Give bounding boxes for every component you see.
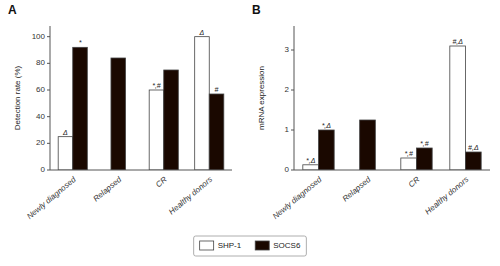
panel-title: A bbox=[8, 3, 17, 17]
bar bbox=[164, 70, 179, 170]
annotation: * bbox=[79, 39, 82, 46]
bar bbox=[195, 37, 210, 170]
annotation: *,Δ bbox=[322, 122, 332, 129]
y-axis bbox=[294, 26, 295, 170]
bar bbox=[360, 120, 376, 170]
annotation: # bbox=[215, 86, 219, 93]
annotation: *,# bbox=[420, 140, 429, 147]
bar bbox=[209, 94, 224, 170]
x-tick-label: Healthy donors bbox=[423, 175, 470, 216]
y-tick-label: 0 bbox=[285, 165, 290, 174]
y-tick-label: 3 bbox=[285, 45, 290, 54]
y-tick-label: 40 bbox=[36, 112, 45, 121]
y-tick-label: 0 bbox=[41, 165, 46, 174]
y-axis bbox=[50, 26, 51, 170]
annotation: Δ bbox=[62, 129, 68, 136]
y-tick-label: 80 bbox=[36, 58, 45, 67]
y-tick-label: 100 bbox=[32, 32, 46, 41]
x-tick-label: Newly diagnosed bbox=[271, 175, 324, 221]
annotation: *,# bbox=[404, 150, 413, 157]
bar bbox=[450, 46, 466, 170]
bar bbox=[149, 90, 164, 170]
annotation: *,# bbox=[152, 82, 161, 89]
panel: 0 1 2 3 *,Δ *,Δ *,# *,# #,Δ #,Δ Newly diagnosed Rel… bbox=[252, 3, 490, 221]
bar bbox=[319, 130, 335, 170]
bar bbox=[466, 152, 482, 170]
x-axis bbox=[294, 170, 490, 171]
legend-label: SHP-1 bbox=[218, 241, 242, 250]
legend-label: SOCS6 bbox=[273, 241, 301, 250]
annotation: *,Δ bbox=[306, 157, 316, 164]
panel-title: B bbox=[252, 3, 261, 17]
x-tick-label: CR bbox=[154, 175, 169, 189]
x-axis bbox=[50, 170, 232, 171]
y-axis-label: mRNA expression bbox=[257, 66, 266, 130]
chart-root: 020406080100Δ**,#Δ#Newly diagnosedRelaps… bbox=[0, 0, 500, 266]
annotation: #,Δ bbox=[468, 144, 479, 151]
legend-swatch bbox=[200, 241, 214, 250]
y-tick-label: 60 bbox=[36, 85, 45, 94]
bar bbox=[401, 158, 417, 170]
x-tick-label: Relapsed bbox=[91, 175, 123, 204]
y-axis-label: Detection rate (%) bbox=[13, 65, 22, 130]
annotations: *,Δ *,Δ *,# *,# #,Δ #,Δ bbox=[306, 38, 479, 164]
bar bbox=[73, 47, 88, 170]
bar bbox=[111, 58, 126, 170]
x-tick-label: Newly diagnosed bbox=[25, 175, 78, 221]
bar bbox=[303, 165, 319, 170]
bars bbox=[303, 46, 481, 170]
x-tick-label: Relapsed bbox=[341, 175, 373, 204]
annotations: Δ * *,# Δ # bbox=[62, 29, 218, 136]
annotation: #,Δ bbox=[452, 38, 463, 45]
legend-frame bbox=[194, 236, 307, 256]
x-tick-label: CR bbox=[407, 175, 422, 189]
legend: SHP-1 SOCS6 bbox=[194, 236, 307, 256]
bar bbox=[417, 148, 433, 170]
panel: 0 20 40 60 80 100 Δ * *,# Δ # Newly diagnosed Relaps… bbox=[8, 3, 232, 221]
bar bbox=[58, 137, 73, 170]
y-tick-label: 2 bbox=[285, 85, 290, 94]
annotation: Δ bbox=[199, 29, 205, 36]
legend-swatch bbox=[255, 241, 269, 250]
bars bbox=[58, 37, 224, 170]
y-tick-label: 20 bbox=[36, 138, 45, 147]
y-tick-label: 1 bbox=[285, 125, 290, 134]
x-tick-label: Healthy donors bbox=[167, 175, 214, 216]
